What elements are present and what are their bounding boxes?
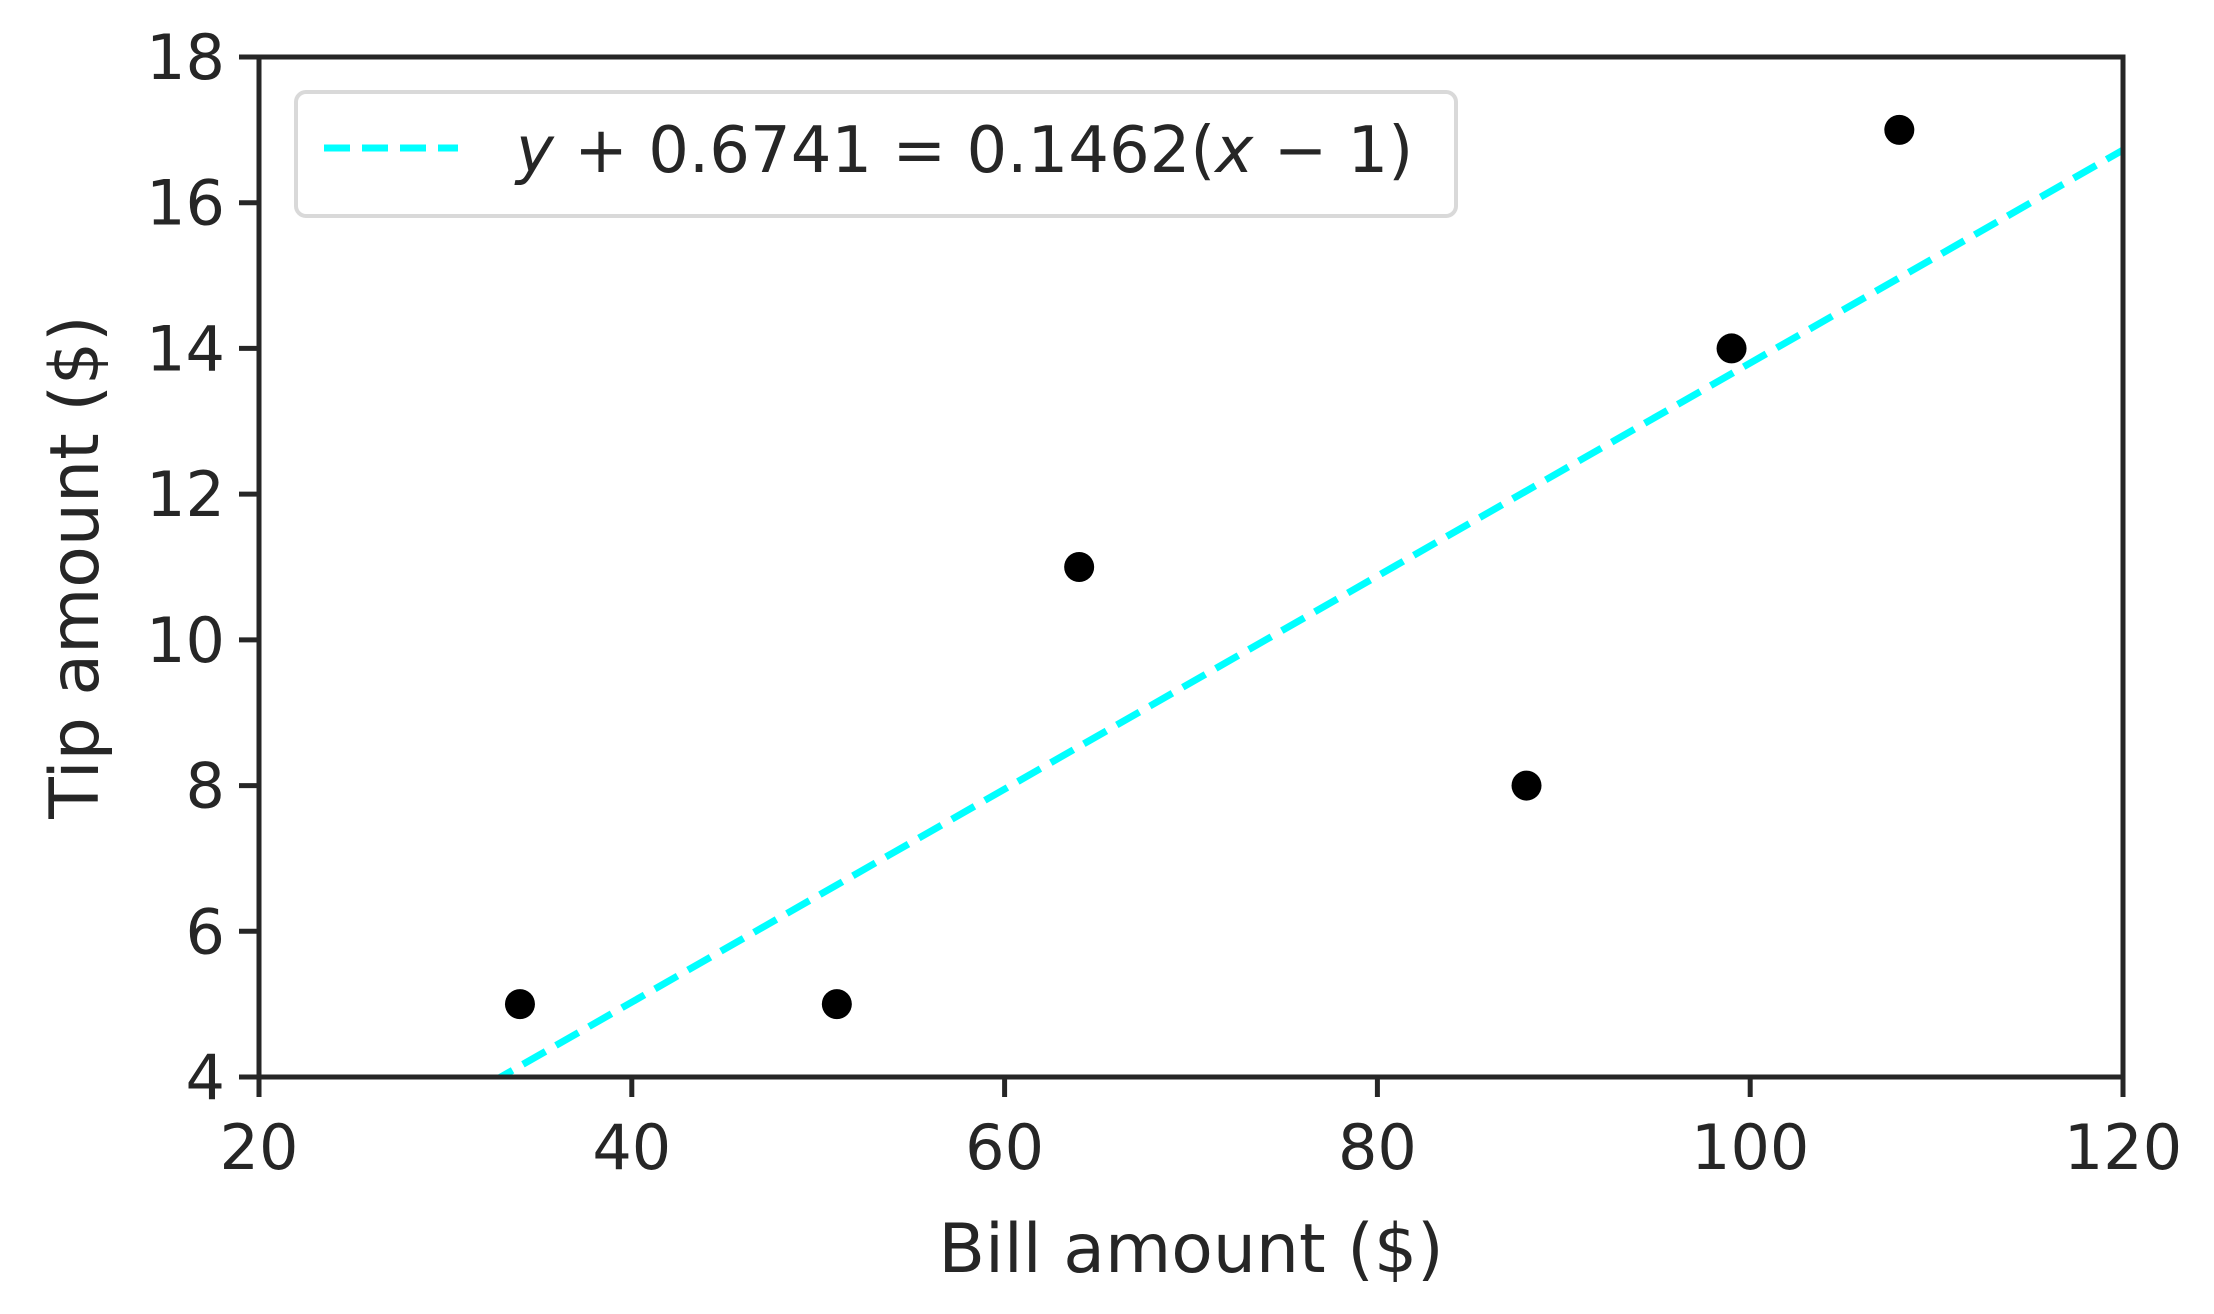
y-tick-label: 14 <box>146 312 225 385</box>
x-tick-label: 60 <box>965 1111 1044 1184</box>
y-tick-label: 4 <box>186 1041 225 1114</box>
x-tick-label: 20 <box>220 1111 299 1184</box>
x-tick-label: 80 <box>1338 1111 1417 1184</box>
x-tick-label: 100 <box>1691 1111 1809 1184</box>
fit-line <box>493 146 2123 1077</box>
data-point <box>1064 552 1095 582</box>
y-tick-label: 16 <box>146 167 225 240</box>
data-point <box>1511 770 1542 801</box>
y-tick-label: 12 <box>146 458 225 531</box>
data-point <box>1716 333 1747 364</box>
x-axis-ticks: 20 40 60 80 100 120 <box>220 1077 2182 1184</box>
x-tick-label: 40 <box>592 1111 671 1184</box>
legend-box <box>294 90 1458 218</box>
data-point <box>1884 114 1915 145</box>
x-axis-label: Bill amount ($) <box>938 1210 1443 1289</box>
y-axis-label: Tip amount ($) <box>36 315 115 819</box>
plot-frame <box>256 54 2126 1080</box>
legend-label-mid: + 0.6741 = 0.1462( <box>554 114 1215 188</box>
y-axis-ticks: 4 6 8 10 12 14 16 18 <box>146 21 259 1114</box>
y-tick-label: 8 <box>186 750 225 823</box>
y-tick-label: 10 <box>146 604 225 677</box>
y-tick-label: 18 <box>146 21 225 94</box>
x-tick-label: 120 <box>2064 1111 2182 1184</box>
data-points <box>504 114 1915 1020</box>
legend-label: y + 0.6741 = 0.1462(x − 1) <box>514 114 1413 188</box>
legend-label-x: x <box>1213 114 1254 188</box>
data-point <box>821 989 852 1020</box>
data-point <box>504 989 535 1020</box>
legend-label-end: − 1) <box>1253 114 1413 188</box>
legend-label-y: y <box>514 114 555 188</box>
y-tick-label: 6 <box>186 895 225 968</box>
legend: y + 0.6741 = 0.1462(x − 1) <box>294 90 1458 218</box>
